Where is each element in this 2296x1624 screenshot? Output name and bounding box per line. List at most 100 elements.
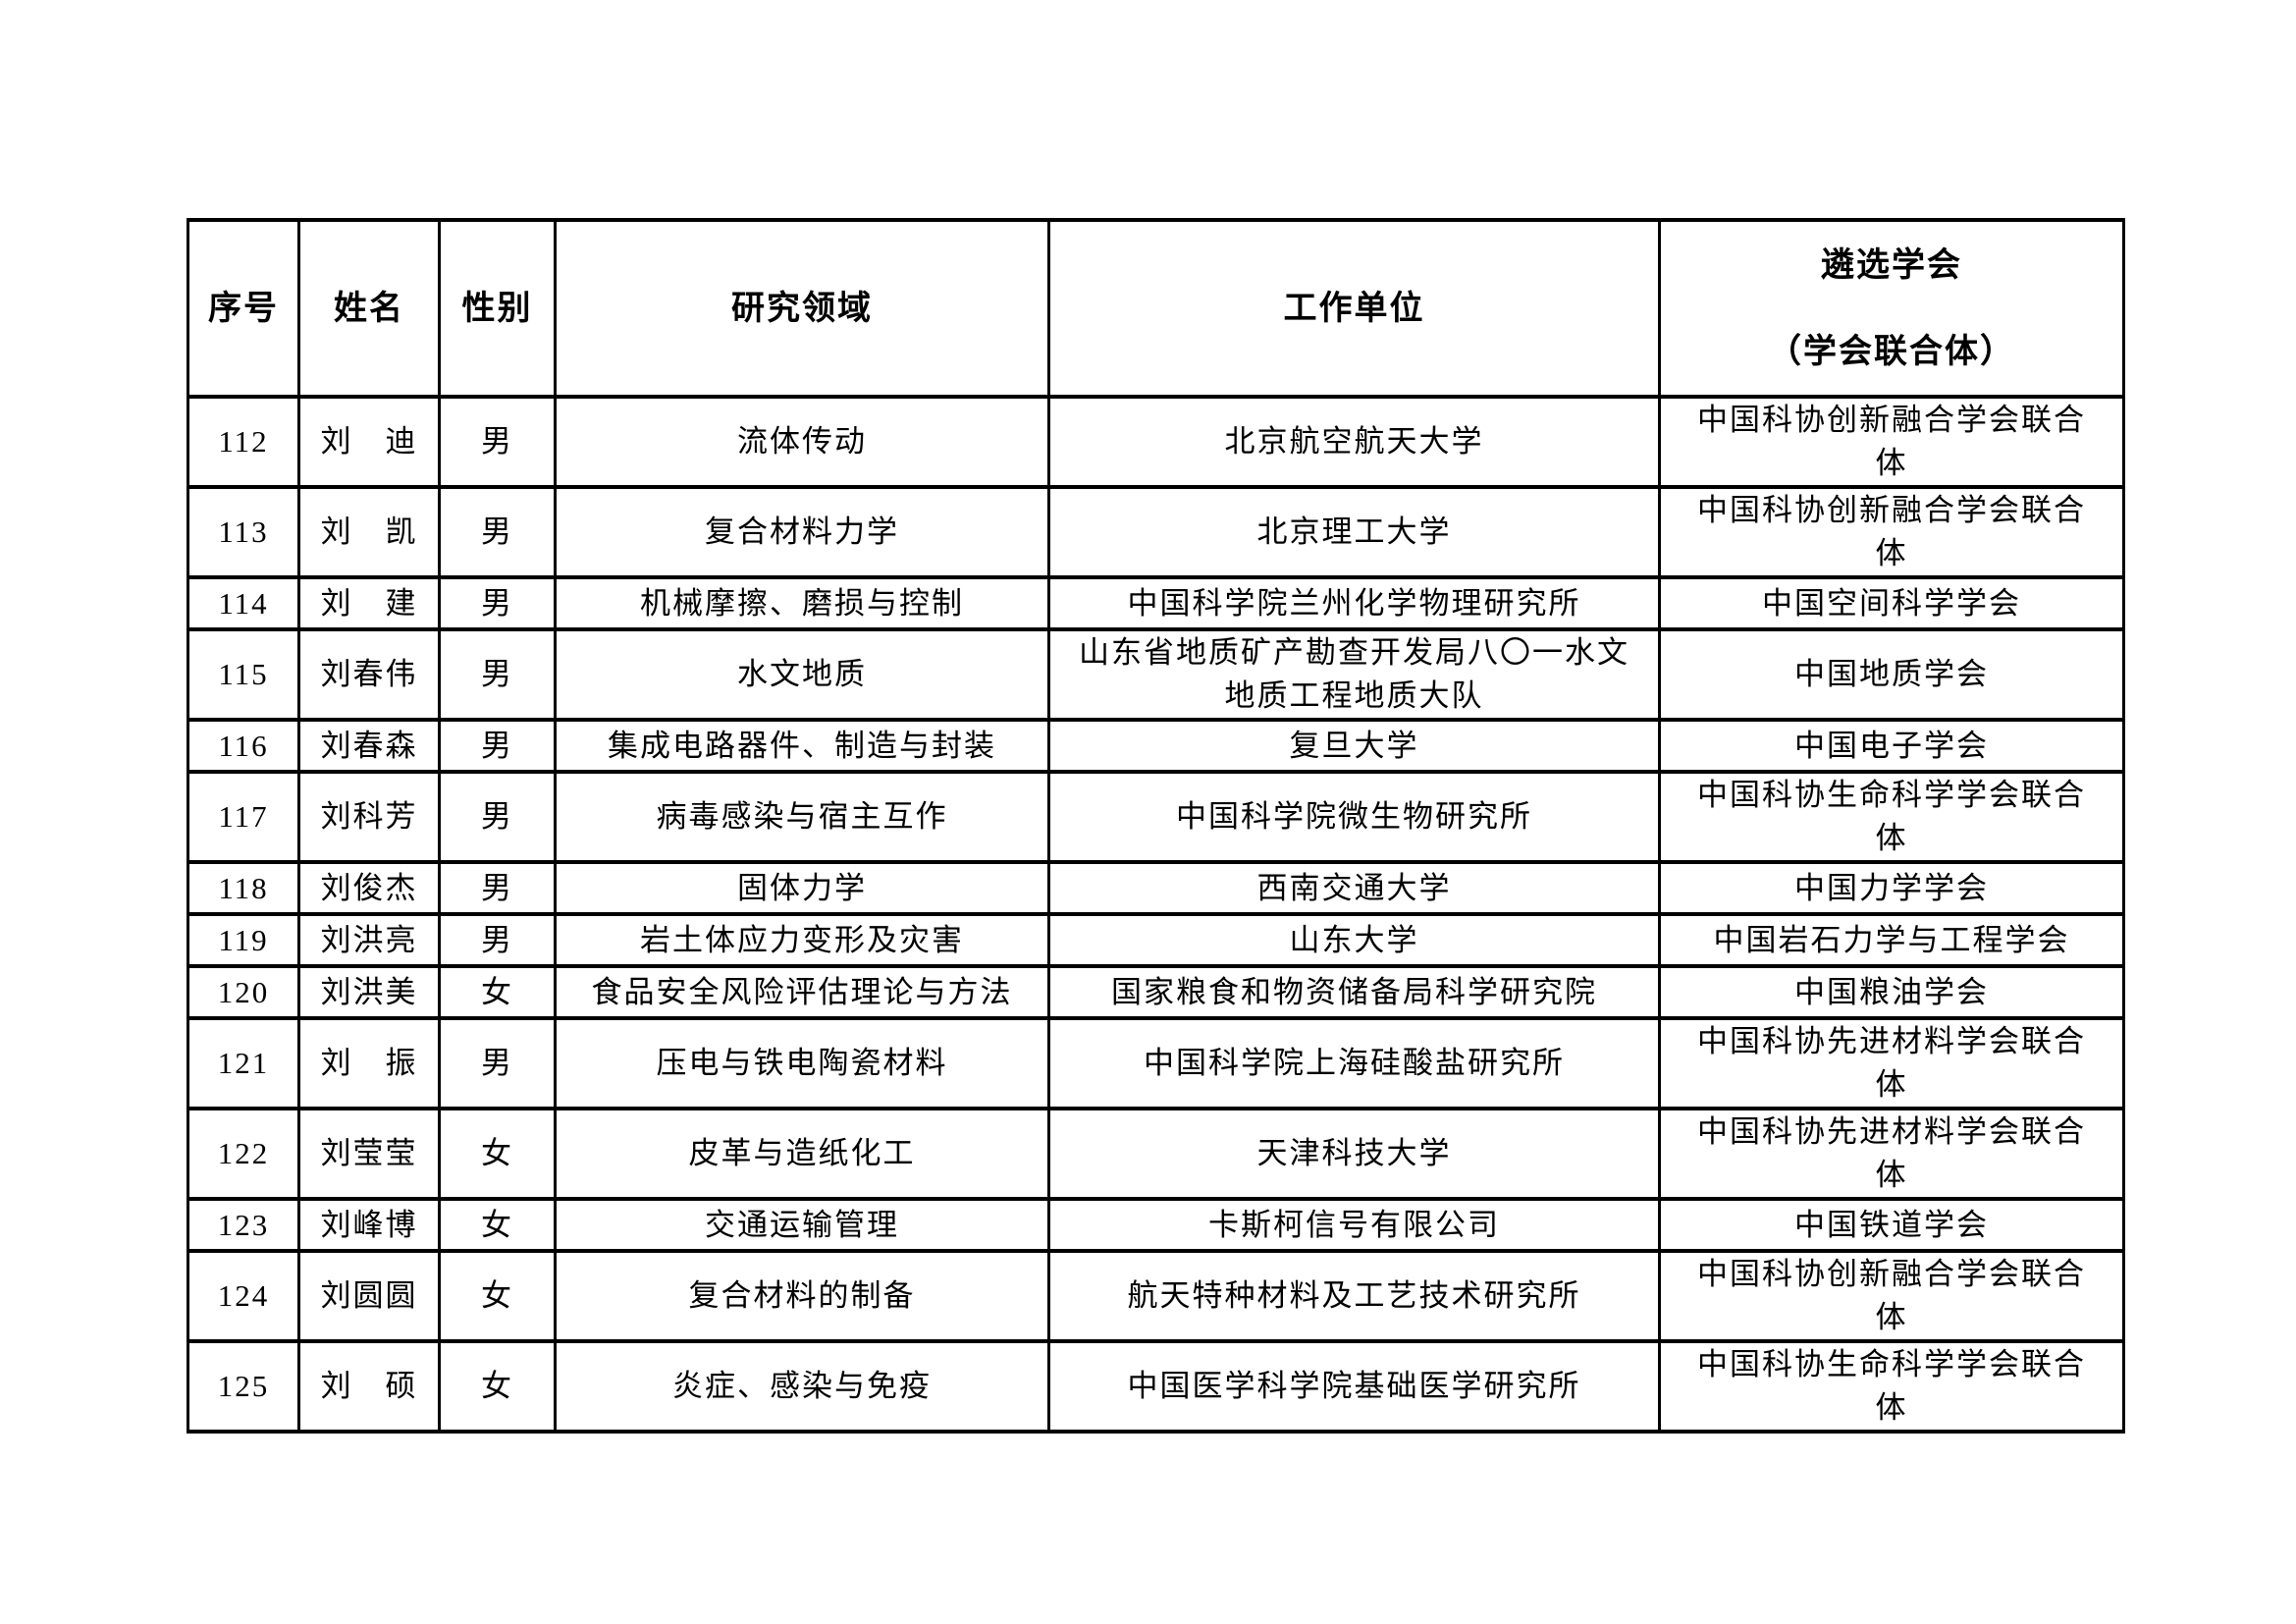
- cell-gender: 男: [438, 770, 557, 864]
- table-row: 119 刘洪亮 男 岩土体应力变形及灾害 山东大学 中国岩石力学与工程学会: [187, 912, 2125, 968]
- cell-work-unit: 国家粮食和物资储备局科学研究院: [1047, 964, 1661, 1020]
- cell-name: 刘科芳: [297, 770, 441, 864]
- table-row: 117 刘科芳 男 病毒感染与宿主互作 中国科学院微生物研究所 中国科协生命科学…: [187, 770, 2125, 864]
- table-row: 122 刘莹莹 女 皮革与造纸化工 天津科技大学 中国科协先进材料学会联合 体: [187, 1107, 2125, 1201]
- cell-research-field: 交通运输管理: [554, 1197, 1050, 1253]
- cell-name: 刘 硕: [297, 1339, 441, 1434]
- cell-research-field: 病毒感染与宿主互作: [554, 770, 1050, 864]
- cell-serial-number: 119: [187, 912, 300, 968]
- cell-gender: 男: [438, 395, 557, 489]
- table-row: 114 刘 建 男 机械摩擦、磨损与控制 中国科学院兰州化学物理研究所 中国空间…: [187, 575, 2125, 631]
- cell-name: 刘 凯: [297, 485, 441, 579]
- table-header-row: 序号 姓名 性别 研究领域 工作单位 遴选学会 （学会联合体）: [187, 218, 2125, 399]
- cell-society: 中国科协生命科学学会联合 体: [1658, 770, 2125, 864]
- cell-serial-number: 122: [187, 1107, 300, 1201]
- table-row: 113 刘 凯 男 复合材料力学 北京理工大学 中国科协创新融合学会联合 体: [187, 485, 2125, 579]
- cell-name: 刘春森: [297, 718, 441, 774]
- cell-society: 中国科协创新融合学会联合 体: [1658, 485, 2125, 579]
- cell-serial-number: 118: [187, 860, 300, 916]
- cell-society: 中国科协先进材料学会联合 体: [1658, 1107, 2125, 1201]
- cell-name: 刘春伟: [297, 627, 441, 722]
- cell-work-unit: 中国医学科学院基础医学研究所: [1047, 1339, 1661, 1434]
- cell-serial-number: 114: [187, 575, 300, 631]
- cell-society: 中国力学学会: [1658, 860, 2125, 916]
- cell-work-unit: 西南交通大学: [1047, 860, 1661, 916]
- cell-work-unit: 山东省地质矿产勘查开发局八〇一水文 地质工程地质大队: [1047, 627, 1661, 722]
- cell-society: 中国科协创新融合学会联合 体: [1658, 1249, 2125, 1343]
- cell-society: 中国电子学会: [1658, 718, 2125, 774]
- cell-work-unit: 北京航空航天大学: [1047, 395, 1661, 489]
- cell-serial-number: 117: [187, 770, 300, 864]
- cell-work-unit: 北京理工大学: [1047, 485, 1661, 579]
- cell-research-field: 复合材料的制备: [554, 1249, 1050, 1343]
- cell-society: 中国铁道学会: [1658, 1197, 2125, 1253]
- cell-gender: 男: [438, 1016, 557, 1110]
- cell-gender: 男: [438, 718, 557, 774]
- cell-research-field: 复合材料力学: [554, 485, 1050, 579]
- cell-society: 中国空间科学学会: [1658, 575, 2125, 631]
- table-row: 124 刘圆圆 女 复合材料的制备 航天特种材料及工艺技术研究所 中国科协创新融…: [187, 1249, 2125, 1343]
- col-header-serial: 序号: [187, 218, 300, 399]
- cell-serial-number: 112: [187, 395, 300, 489]
- col-header-gender: 性别: [438, 218, 557, 399]
- cell-research-field: 水文地质: [554, 627, 1050, 722]
- cell-work-unit: 中国科学院微生物研究所: [1047, 770, 1661, 864]
- cell-work-unit: 天津科技大学: [1047, 1107, 1661, 1201]
- cell-research-field: 炎症、感染与免疫: [554, 1339, 1050, 1434]
- cell-gender: 女: [438, 1249, 557, 1343]
- cell-work-unit: 航天特种材料及工艺技术研究所: [1047, 1249, 1661, 1343]
- cell-research-field: 压电与铁电陶瓷材料: [554, 1016, 1050, 1110]
- cell-research-field: 集成电路器件、制造与封装: [554, 718, 1050, 774]
- col-header-work-unit: 工作单位: [1047, 218, 1661, 399]
- table-row: 123 刘峰博 女 交通运输管理 卡斯柯信号有限公司 中国铁道学会: [187, 1197, 2125, 1253]
- cell-work-unit: 中国科学院兰州化学物理研究所: [1047, 575, 1661, 631]
- cell-research-field: 皮革与造纸化工: [554, 1107, 1050, 1201]
- table-row: 115 刘春伟 男 水文地质 山东省地质矿产勘查开发局八〇一水文 地质工程地质大…: [187, 627, 2125, 722]
- cell-serial-number: 121: [187, 1016, 300, 1110]
- cell-gender: 男: [438, 912, 557, 968]
- table-row: 121 刘 振 男 压电与铁电陶瓷材料 中国科学院上海硅酸盐研究所 中国科协先进…: [187, 1016, 2125, 1110]
- cell-name: 刘洪亮: [297, 912, 441, 968]
- cell-work-unit: 山东大学: [1047, 912, 1661, 968]
- table-row: 116 刘春森 男 集成电路器件、制造与封装 复旦大学 中国电子学会: [187, 718, 2125, 774]
- cell-work-unit: 卡斯柯信号有限公司: [1047, 1197, 1661, 1253]
- cell-name: 刘峰博: [297, 1197, 441, 1253]
- cell-society: 中国科协先进材料学会联合 体: [1658, 1016, 2125, 1110]
- cell-gender: 女: [438, 964, 557, 1020]
- cell-work-unit: 中国科学院上海硅酸盐研究所: [1047, 1016, 1661, 1110]
- roster-table: 序号 姓名 性别 研究领域 工作单位 遴选学会 （学会联合体） 112 刘 迪 …: [187, 218, 2125, 1434]
- cell-name: 刘 建: [297, 575, 441, 631]
- cell-name: 刘圆圆: [297, 1249, 441, 1343]
- col-header-society: 遴选学会 （学会联合体）: [1658, 218, 2125, 399]
- cell-name: 刘俊杰: [297, 860, 441, 916]
- col-header-name: 姓名: [297, 218, 441, 399]
- cell-research-field: 岩土体应力变形及灾害: [554, 912, 1050, 968]
- cell-gender: 女: [438, 1197, 557, 1253]
- cell-society: 中国岩石力学与工程学会: [1658, 912, 2125, 968]
- table-row: 125 刘 硕 女 炎症、感染与免疫 中国医学科学院基础医学研究所 中国科协生命…: [187, 1339, 2125, 1434]
- cell-serial-number: 123: [187, 1197, 300, 1253]
- cell-society: 中国科协生命科学学会联合 体: [1658, 1339, 2125, 1434]
- cell-research-field: 固体力学: [554, 860, 1050, 916]
- cell-serial-number: 124: [187, 1249, 300, 1343]
- cell-research-field: 流体传动: [554, 395, 1050, 489]
- cell-serial-number: 125: [187, 1339, 300, 1434]
- cell-gender: 男: [438, 485, 557, 579]
- table-row: 120 刘洪美 女 食品安全风险评估理论与方法 国家粮食和物资储备局科学研究院 …: [187, 964, 2125, 1020]
- cell-society: 中国科协创新融合学会联合 体: [1658, 395, 2125, 489]
- cell-gender: 男: [438, 575, 557, 631]
- cell-serial-number: 116: [187, 718, 300, 774]
- cell-work-unit: 复旦大学: [1047, 718, 1661, 774]
- table-row: 112 刘 迪 男 流体传动 北京航空航天大学 中国科协创新融合学会联合 体: [187, 395, 2125, 489]
- cell-research-field: 机械摩擦、磨损与控制: [554, 575, 1050, 631]
- cell-name: 刘 振: [297, 1016, 441, 1110]
- cell-gender: 男: [438, 627, 557, 722]
- col-header-research-field: 研究领域: [554, 218, 1050, 399]
- cell-name: 刘洪美: [297, 964, 441, 1020]
- cell-society: 中国地质学会: [1658, 627, 2125, 722]
- cell-gender: 女: [438, 1107, 557, 1201]
- table-body: 112 刘 迪 男 流体传动 北京航空航天大学 中国科协创新融合学会联合 体 1…: [187, 395, 2125, 1434]
- cell-name: 刘莹莹: [297, 1107, 441, 1201]
- table-row: 118 刘俊杰 男 固体力学 西南交通大学 中国力学学会: [187, 860, 2125, 916]
